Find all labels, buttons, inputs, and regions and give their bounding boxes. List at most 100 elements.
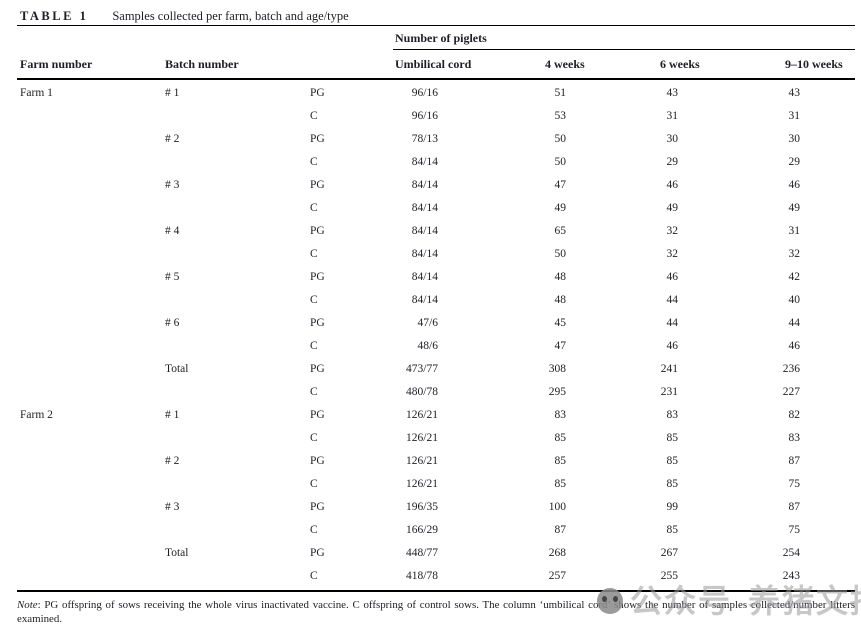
cell-9-10-weeks: 40 <box>788 294 801 306</box>
cell-umbilical-cord: 48/6 <box>417 340 438 352</box>
table-row: # 2 PG 126/21 85 85 87 <box>17 450 855 473</box>
cell-6-weeks: 85 <box>666 478 679 490</box>
cell-umbilical-cord: 166/29 <box>406 524 438 536</box>
cell-4-weeks: 295 <box>548 386 566 398</box>
cell-farm-number <box>17 565 165 588</box>
cell-batch-number <box>165 243 310 266</box>
cell-9-10-weeks: 29 <box>788 156 801 168</box>
cell-farm-number <box>17 381 165 404</box>
cell-offspring-type: PG <box>310 87 325 99</box>
cell-batch-number: # 1 <box>165 409 180 421</box>
cell-6-weeks: 85 <box>666 524 679 536</box>
cell-6-weeks: 43 <box>666 87 679 99</box>
cell-offspring-type: PG <box>310 501 325 513</box>
table-bottom-rule <box>17 590 855 592</box>
cell-umbilical-cord: 96/16 <box>411 110 438 122</box>
table-row: Farm 1 # 1 PG 96/16 51 43 43 <box>17 82 855 105</box>
cell-6-weeks: 49 <box>666 202 679 214</box>
cell-4-weeks: 85 <box>554 478 567 490</box>
cell-umbilical-cord: 126/21 <box>406 455 438 467</box>
cell-4-weeks: 48 <box>554 294 567 306</box>
cell-umbilical-cord: 84/14 <box>411 248 438 260</box>
cell-farm-number <box>17 519 165 542</box>
cell-6-weeks: 231 <box>660 386 678 398</box>
table-number-label: TABLE 1 <box>20 9 89 23</box>
cell-umbilical-cord: 47/6 <box>417 317 438 329</box>
cell-6-weeks: 32 <box>666 248 679 260</box>
cell-offspring-type: C <box>310 248 318 260</box>
table-row: # 2 PG 78/13 50 30 30 <box>17 128 855 151</box>
column-header-row: Farm number Batch number Umbilical cord … <box>17 50 855 78</box>
cell-farm-number <box>17 542 165 565</box>
table-row: # 5 PG 84/14 48 46 42 <box>17 266 855 289</box>
cell-umbilical-cord: 480/78 <box>406 386 438 398</box>
cell-umbilical-cord: 473/77 <box>406 363 438 375</box>
cell-offspring-type: C <box>310 340 318 352</box>
group-header-label: Number of piglets <box>395 31 487 45</box>
header-bottom-rule <box>17 78 855 80</box>
table-row: C 84/14 50 29 29 <box>17 151 855 174</box>
cell-umbilical-cord: 418/78 <box>406 570 438 582</box>
cell-farm-number <box>17 312 165 335</box>
cell-batch-number: # 4 <box>165 225 180 237</box>
table-row: Farm 2 # 1 PG 126/21 83 83 82 <box>17 404 855 427</box>
cell-4-weeks: 50 <box>554 156 567 168</box>
cell-batch-number: # 1 <box>165 87 180 99</box>
header-6-weeks: 6 weeks <box>660 56 700 71</box>
cell-6-weeks: 32 <box>666 225 679 237</box>
cell-offspring-type: PG <box>310 547 325 559</box>
cell-umbilical-cord: 84/14 <box>411 271 438 283</box>
cell-umbilical-cord: 84/14 <box>411 202 438 214</box>
cell-offspring-type: C <box>310 202 318 214</box>
cell-farm-number <box>17 427 165 450</box>
cell-9-10-weeks: 243 <box>782 570 800 582</box>
cell-offspring-type: C <box>310 478 318 490</box>
cell-4-weeks: 53 <box>554 110 567 122</box>
cell-umbilical-cord: 196/35 <box>406 501 438 513</box>
cell-offspring-type: PG <box>310 317 325 329</box>
header-4-weeks: 4 weeks <box>545 56 585 71</box>
cell-9-10-weeks: 82 <box>788 409 801 421</box>
cell-9-10-weeks: 236 <box>782 363 800 375</box>
cell-batch-number: # 3 <box>165 501 180 513</box>
table-row: C 480/78 295 231 227 <box>17 381 855 404</box>
cell-batch-number <box>165 519 310 542</box>
cell-9-10-weeks: 46 <box>788 179 801 191</box>
cell-6-weeks: 241 <box>660 363 678 375</box>
cell-offspring-type: C <box>310 386 318 398</box>
cell-9-10-weeks: 75 <box>788 524 801 536</box>
cell-offspring-type: C <box>310 570 318 582</box>
cell-4-weeks: 47 <box>554 340 567 352</box>
cell-9-10-weeks: 43 <box>788 87 801 99</box>
header-9-10-weeks: 9–10 weeks <box>785 56 843 71</box>
cell-9-10-weeks: 30 <box>788 133 801 145</box>
cell-9-10-weeks: 44 <box>788 317 801 329</box>
table-title: TABLE 1 Samples collected per farm, batc… <box>17 0 855 25</box>
table-row: C 84/14 49 49 49 <box>17 197 855 220</box>
group-header-underline <box>393 49 855 50</box>
cell-9-10-weeks: 31 <box>788 225 801 237</box>
cell-9-10-weeks: 227 <box>782 386 800 398</box>
cell-6-weeks: 85 <box>666 455 679 467</box>
cell-farm-number <box>17 266 165 289</box>
cell-farm-number <box>17 174 165 197</box>
cell-offspring-type: C <box>310 294 318 306</box>
table-row: Total PG 473/77 308 241 236 <box>17 358 855 381</box>
cell-9-10-weeks: 49 <box>788 202 801 214</box>
cell-4-weeks: 45 <box>554 317 567 329</box>
cell-farm-number <box>17 220 165 243</box>
cell-umbilical-cord: 126/21 <box>406 409 438 421</box>
table-row: C 84/14 48 44 40 <box>17 289 855 312</box>
cell-offspring-type: C <box>310 156 318 168</box>
cell-9-10-weeks: 83 <box>788 432 801 444</box>
table-row: # 3 PG 84/14 47 46 46 <box>17 174 855 197</box>
cell-batch-number <box>165 565 310 588</box>
cell-9-10-weeks: 32 <box>788 248 801 260</box>
cell-4-weeks: 308 <box>548 363 566 375</box>
cell-umbilical-cord: 126/21 <box>406 478 438 490</box>
cell-umbilical-cord: 84/14 <box>411 294 438 306</box>
cell-4-weeks: 85 <box>554 432 567 444</box>
table-row: Total PG 448/77 268 267 254 <box>17 542 855 565</box>
cell-batch-number: Total <box>165 547 189 559</box>
